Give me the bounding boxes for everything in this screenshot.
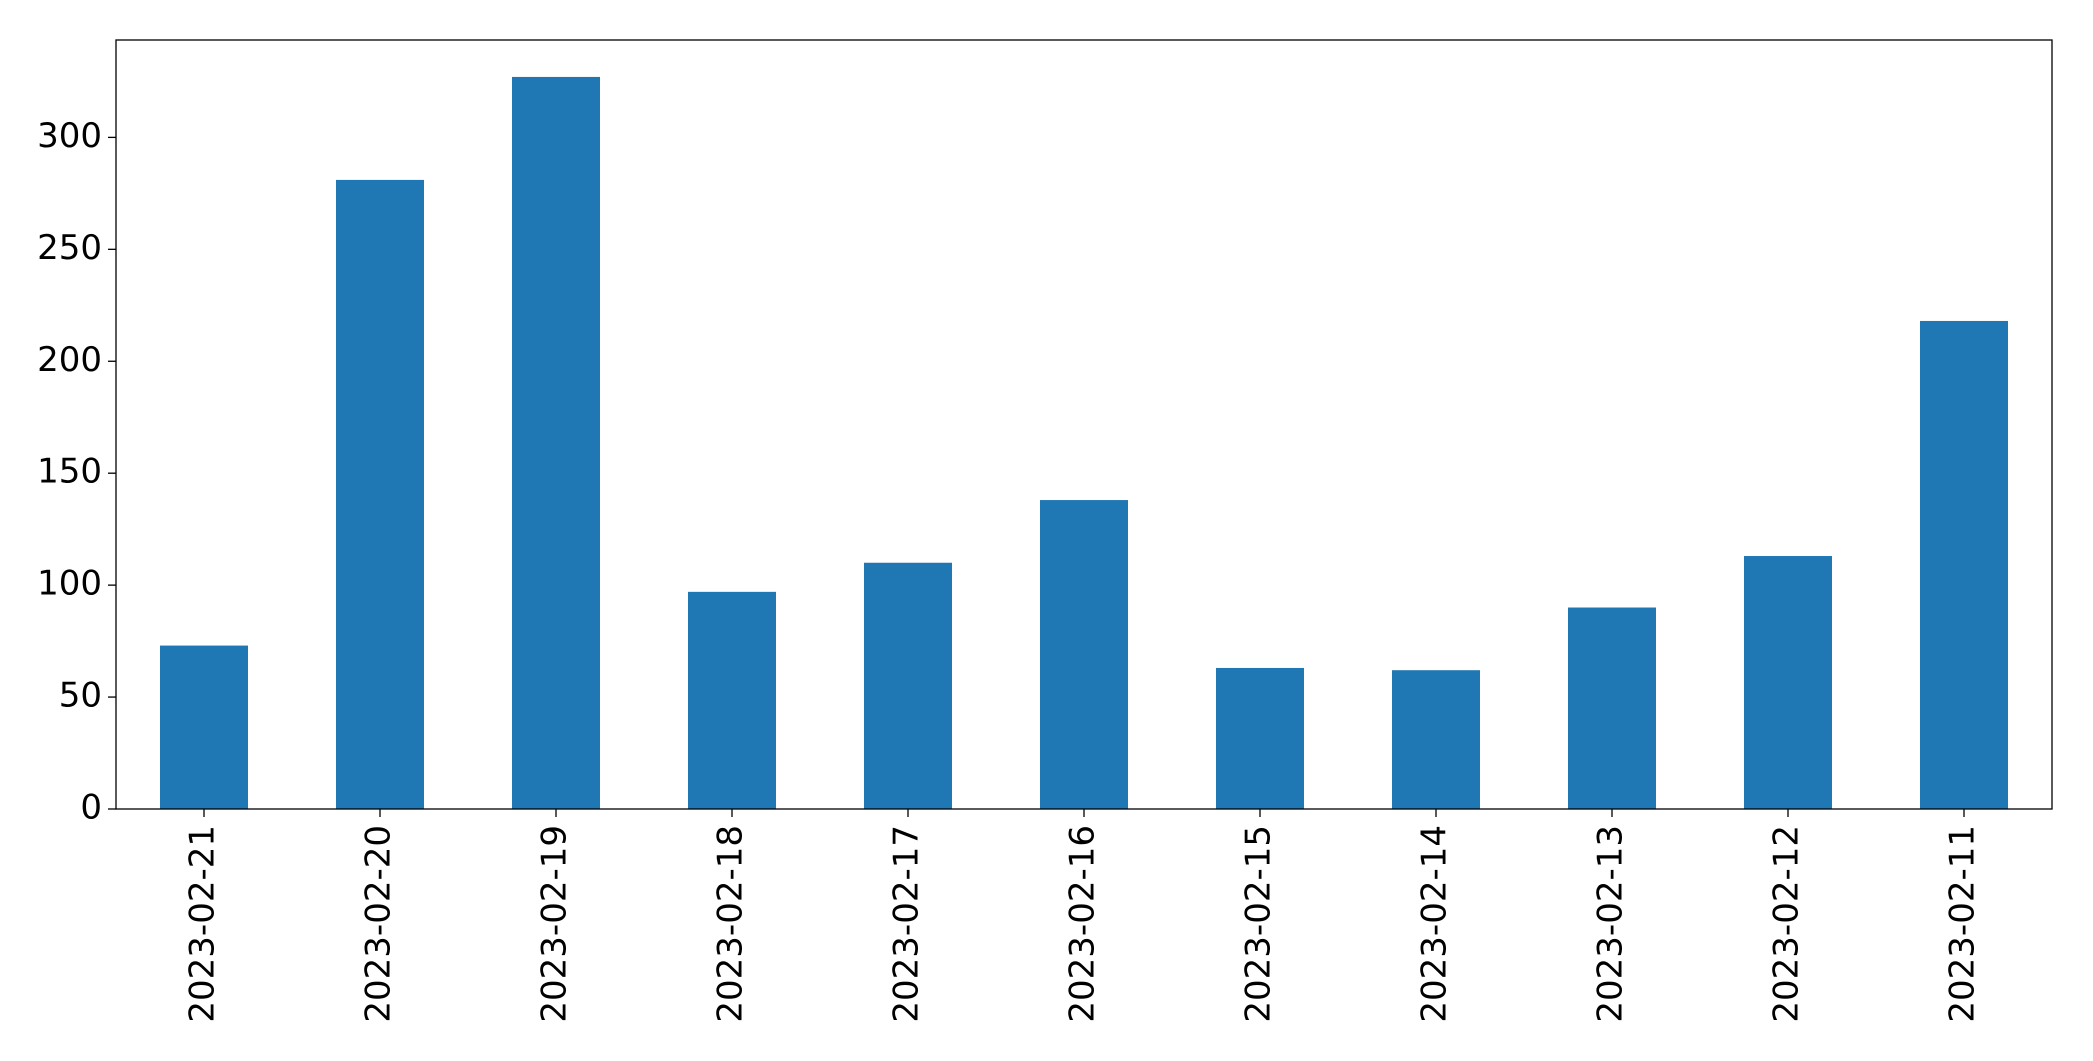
bar (1216, 667, 1304, 809)
y-tick-label: 150 (37, 452, 102, 492)
bar (1568, 607, 1656, 809)
bar (1040, 500, 1128, 809)
bar (688, 591, 776, 809)
x-tick-label: 2023-02-12 (1767, 825, 1807, 1023)
bar (1920, 320, 2008, 809)
y-tick-label: 300 (37, 116, 102, 156)
x-tick-label: 2023-02-19 (535, 825, 575, 1023)
x-tick-label: 2023-02-11 (1943, 825, 1983, 1023)
x-tick-label: 2023-02-18 (711, 825, 751, 1023)
x-tick-label: 2023-02-21 (183, 825, 223, 1023)
plot-frame (115, 39, 2053, 810)
x-tick-label: 2023-02-16 (1063, 825, 1103, 1023)
y-tick-label: 0 (80, 788, 102, 828)
bar (1744, 556, 1832, 809)
y-tick-label: 200 (37, 340, 102, 380)
x-tick-label: 2023-02-15 (1239, 825, 1279, 1023)
bar (512, 76, 600, 810)
bar (864, 562, 952, 809)
y-tick-label: 100 (37, 564, 102, 604)
y-tick-label: 50 (59, 676, 102, 716)
bar (160, 645, 248, 809)
x-tick-label: 2023-02-17 (887, 825, 927, 1023)
bar (336, 179, 424, 810)
x-tick-label: 2023-02-14 (1415, 825, 1455, 1023)
x-tick-label: 2023-02-20 (359, 825, 399, 1023)
bar (1392, 670, 1480, 809)
x-tick-label: 2023-02-13 (1591, 825, 1631, 1023)
y-tick-label: 250 (37, 228, 102, 268)
